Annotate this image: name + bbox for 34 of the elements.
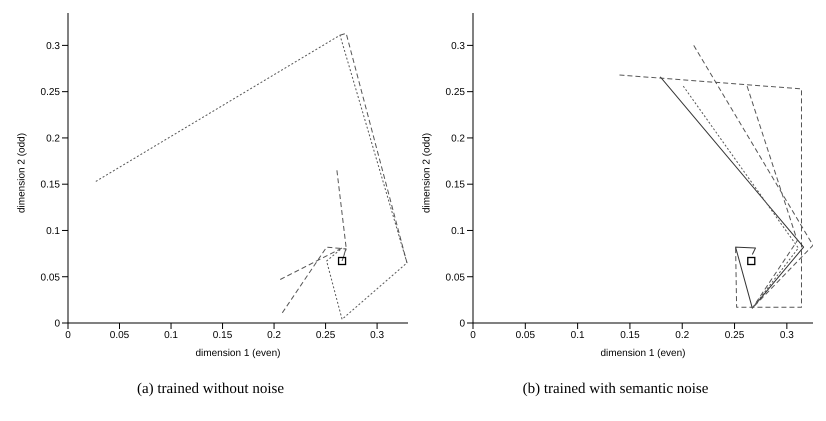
y-axis-title: dimension 2 (odd) bbox=[16, 132, 28, 213]
y-tick-label: 0.25 bbox=[446, 87, 466, 98]
y-tick-label: 0.3 bbox=[451, 40, 466, 52]
y-tick-label: 0.3 bbox=[46, 40, 60, 52]
text: (a) trained without noise bbox=[136, 381, 286, 398]
y-tick-label: 0.1 bbox=[46, 226, 60, 238]
y-tick-label: 0.15 bbox=[40, 180, 60, 191]
x-tick-label: 0.2 bbox=[267, 330, 282, 342]
x-axis-title: dimension 1 (even) bbox=[195, 348, 281, 359]
x-tick-label: 0.3 bbox=[370, 330, 384, 342]
y-tick-label: 0.1 bbox=[451, 226, 466, 238]
y-tick-label: 0.05 bbox=[40, 272, 60, 284]
x-tick-label: 0.3 bbox=[780, 330, 794, 342]
x-tick-label: 0 bbox=[470, 330, 476, 342]
y-tick-label: 0 bbox=[54, 318, 60, 330]
x-tick-label: 0.15 bbox=[212, 330, 233, 342]
x-tick-label: 0.2 bbox=[675, 330, 690, 342]
y-tick-label: 0.2 bbox=[46, 133, 60, 144]
y-tick-label: 0.25 bbox=[40, 87, 60, 98]
y-tick-label: 0.15 bbox=[446, 180, 466, 191]
x-axis-title: dimension 1 (even) bbox=[600, 348, 686, 359]
y-tick-label: 0.2 bbox=[451, 133, 466, 144]
y-tick-label: 0.05 bbox=[446, 272, 466, 284]
text: (b) trained with semantic noise bbox=[522, 381, 710, 398]
x-tick-label: 0.1 bbox=[570, 330, 585, 342]
x-tick-label: 0.1 bbox=[164, 330, 178, 342]
y-axis-title: dimension 2 (odd) bbox=[422, 132, 433, 213]
x-tick-label: 0.15 bbox=[620, 330, 640, 342]
x-tick-label: 0.25 bbox=[724, 330, 745, 342]
x-tick-label: 0.25 bbox=[316, 330, 336, 342]
x-tick-label: 0 bbox=[65, 330, 72, 342]
x-tick-label: 0.05 bbox=[516, 330, 536, 342]
x-tick-label: 0.05 bbox=[110, 330, 130, 342]
y-tick-label: 0 bbox=[459, 318, 466, 330]
